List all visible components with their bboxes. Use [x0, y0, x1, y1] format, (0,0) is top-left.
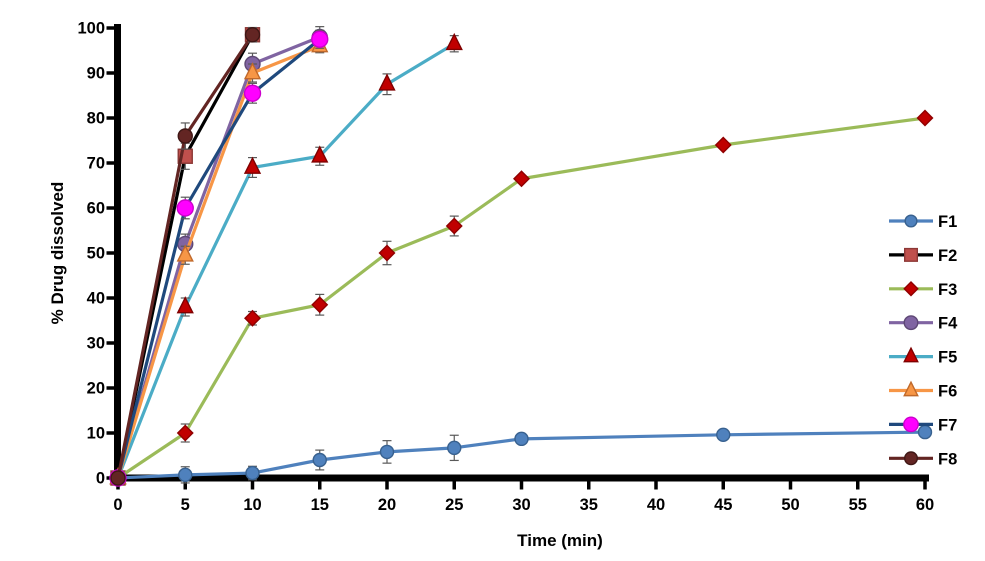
- y-tick-label: 10: [87, 425, 105, 443]
- x-tick-label: 45: [714, 496, 732, 514]
- y-tick-label: 100: [77, 20, 105, 38]
- series-F7-marker: [176, 199, 194, 217]
- x-tick-label: 40: [647, 496, 665, 514]
- series-F5-marker: [445, 32, 463, 51]
- legend-label-F4: F4: [938, 315, 958, 333]
- legend-marker-F4: [903, 315, 919, 331]
- legend-label-F2: F2: [938, 247, 957, 265]
- legend-label-F7: F7: [938, 416, 957, 434]
- x-tick-label: 35: [580, 496, 598, 514]
- x-tick-label: 30: [512, 496, 530, 514]
- x-tick-label: 5: [181, 496, 190, 514]
- series-F6-line: [116, 44, 322, 480]
- y-tick-label: 60: [87, 200, 105, 218]
- legend-marker-F1: [904, 214, 918, 228]
- y-tick-label: 50: [87, 245, 105, 263]
- legend-marker-F6: [903, 380, 919, 397]
- x-tick-label: 10: [243, 496, 261, 514]
- series-F3-marker: [176, 424, 194, 442]
- series-F1-marker: [312, 452, 327, 468]
- series-F3-marker: [916, 109, 934, 127]
- series-F5-line: [116, 42, 456, 480]
- y-axis-title: % Drug dissolved: [48, 181, 67, 325]
- series-F8-marker: [177, 128, 193, 144]
- series-F8-marker: [244, 27, 261, 43]
- series-F6-marker: [176, 244, 194, 262]
- y-tick-label: 20: [87, 380, 105, 398]
- y-tick-label: 70: [87, 155, 105, 173]
- series-F7-marker: [243, 84, 262, 102]
- series-F5-marker: [176, 296, 194, 314]
- y-tick-label: 90: [87, 65, 105, 83]
- series-F1-marker: [917, 424, 933, 440]
- series-F5-marker: [243, 156, 262, 174]
- series-F1-marker: [245, 465, 260, 481]
- legend-marker-F8: [904, 451, 919, 466]
- series-F1-marker: [716, 427, 731, 442]
- series-F5-marker: [311, 145, 329, 163]
- x-tick-label: 50: [781, 496, 799, 514]
- series-F3-marker: [714, 136, 732, 154]
- legend-label-F3: F3: [938, 281, 957, 299]
- series-F6-marker: [243, 62, 262, 80]
- series-F7-marker: [311, 30, 329, 48]
- legend-marker-F5: [903, 346, 919, 363]
- y-tick-label: 80: [87, 110, 105, 128]
- series-F3-marker: [378, 244, 396, 262]
- series-F1-marker: [178, 467, 193, 483]
- series-F5-marker: [378, 73, 396, 91]
- x-tick-label: 25: [445, 496, 463, 514]
- legend-marker-F3: [903, 281, 919, 297]
- y-tick-label: 0: [96, 470, 105, 488]
- series-F3-marker: [244, 309, 261, 327]
- series-F4-line: [116, 35, 322, 480]
- legend-label-F6: F6: [938, 383, 957, 401]
- x-tick-label: 55: [849, 496, 867, 514]
- legend-label-F1: F1: [938, 213, 957, 231]
- x-tick-label: 60: [916, 496, 934, 514]
- series-F1-marker: [447, 440, 462, 456]
- x-tick-label: 20: [378, 496, 396, 514]
- series-F1-marker: [379, 444, 395, 460]
- series-F3-marker: [311, 296, 329, 314]
- legend-marker-F2: [904, 247, 919, 262]
- series-F7-line: [116, 37, 322, 480]
- x-tick-label: 0: [113, 496, 122, 514]
- legend-marker-F7: [903, 416, 919, 433]
- legend-label-F8: F8: [938, 450, 957, 468]
- y-tick-label: 30: [87, 335, 105, 353]
- x-tick-label: 15: [311, 496, 329, 514]
- legend-label-F5: F5: [938, 349, 957, 367]
- series-F1-marker: [514, 431, 529, 447]
- x-axis-title: Time (min): [517, 531, 603, 550]
- series-F3-marker: [513, 170, 530, 188]
- series-F3-marker: [445, 217, 463, 235]
- series-F8-marker: [110, 470, 126, 486]
- y-tick-label: 40: [87, 290, 105, 308]
